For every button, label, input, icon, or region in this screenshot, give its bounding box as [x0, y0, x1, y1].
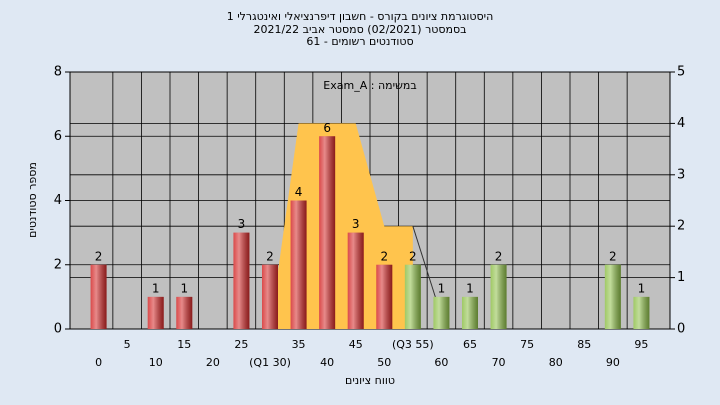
- x-tick-label: 5: [124, 338, 131, 351]
- y-axis-label: מספר סטודנטים: [26, 162, 39, 238]
- bar-shade: [176, 296, 193, 329]
- bar-shade: [90, 264, 107, 329]
- bar-value-label: 2: [380, 249, 388, 263]
- bar-shade: [233, 232, 250, 329]
- bar-value-label: 1: [152, 281, 160, 295]
- x-tick-label: 65: [463, 338, 477, 351]
- x-tick-label: 45: [349, 338, 363, 351]
- x-tick-label: 35: [292, 338, 306, 351]
- bar-value-label: 2: [609, 249, 617, 263]
- bar-value-label: 2: [95, 249, 103, 263]
- y2-tick-label: 1: [677, 270, 685, 285]
- x-axis-label: טווח ציונים: [345, 374, 395, 387]
- x-tick-label: 85: [577, 338, 591, 351]
- y-tick-label: 6: [54, 129, 62, 144]
- bar-shade: [490, 264, 507, 329]
- bar-shade: [433, 296, 450, 329]
- x-tick-label: (Q1 30): [249, 356, 291, 369]
- bar-value-label: 1: [180, 281, 188, 295]
- x-tick-label: 80: [549, 356, 563, 369]
- y2-tick-label: 5: [677, 65, 685, 80]
- title-line: היסטוגרמת ציונים בקורס - חשבון דיפרנציאל…: [227, 10, 494, 23]
- line: [412, 226, 437, 299]
- y-tick-label: 4: [54, 193, 62, 208]
- y-tick-label: 8: [54, 65, 62, 80]
- x-tick-label: 25: [234, 338, 248, 351]
- title-line: סטודנטים רשומים - 61: [306, 35, 413, 48]
- bar-value-label: 2: [409, 249, 417, 263]
- x-tick-label: 0: [95, 356, 102, 369]
- bar-shade: [147, 296, 164, 329]
- x-tick-label: 10: [149, 356, 163, 369]
- bar-shade: [290, 200, 307, 329]
- x-tick-label: 20: [206, 356, 220, 369]
- bar-value-label: 1: [438, 281, 446, 295]
- bar-value-label: 3: [238, 217, 246, 231]
- bar-shade: [262, 264, 278, 329]
- bar-value-label: 1: [638, 281, 646, 295]
- x-tick-label: 60: [434, 356, 448, 369]
- x-tick-label: 40: [320, 356, 334, 369]
- x-tick-label: 75: [520, 338, 534, 351]
- bar-shade: [319, 136, 336, 329]
- bar-value-label: 3: [352, 217, 360, 231]
- bar-value-label: 1: [466, 281, 474, 295]
- bar-shade: [604, 264, 621, 329]
- bar-shade: [376, 264, 393, 329]
- y2-tick-label: 0: [677, 322, 685, 337]
- x-tick-label: (Q3 55): [392, 338, 434, 351]
- bar-value-label: 2: [266, 249, 274, 263]
- bar-value-label: 6: [323, 121, 331, 135]
- bar-shade: [347, 232, 364, 329]
- x-tick-label: 50: [377, 356, 391, 369]
- bar-shade: [404, 264, 421, 329]
- x-tick-label: 70: [492, 356, 506, 369]
- x-tick-label: 15: [177, 338, 191, 351]
- y2-tick-label: 2: [677, 219, 685, 234]
- y2-tick-label: 4: [677, 116, 685, 131]
- bar-shade: [633, 296, 650, 329]
- y-tick-label: 2: [54, 257, 62, 272]
- y-tick-label: 0: [54, 322, 62, 337]
- x-tick-label: 95: [634, 338, 648, 351]
- x-tick-label: 90: [606, 356, 620, 369]
- bar-value-label: 4: [295, 185, 303, 199]
- bar-shade: [462, 296, 478, 329]
- y2-tick-label: 3: [677, 167, 685, 182]
- bar-value-label: 2: [495, 249, 503, 263]
- title-line: בסמסטר (02/2021) סמסטר אביב 2021/22: [253, 23, 466, 36]
